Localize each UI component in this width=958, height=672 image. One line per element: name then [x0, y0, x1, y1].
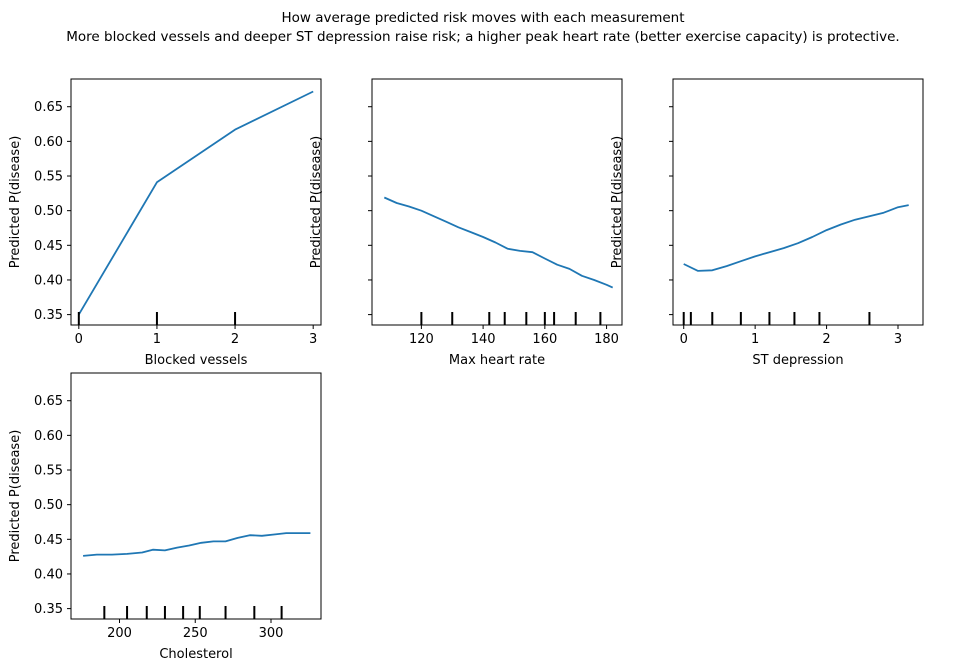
y-tick-label-blocked-vessels: 0.65 [34, 100, 63, 115]
series-line-max-heart-rate [383, 196, 614, 289]
x-axis-label-blocked-vessels: Blocked vessels [145, 353, 248, 368]
x-tick-label-blocked-vessels: 2 [231, 332, 239, 347]
x-axis-label-st-depression: ST depression [752, 353, 843, 368]
series-line-st-depression [683, 204, 909, 272]
x-tick-label-max-heart-rate: 160 [532, 332, 557, 347]
y-axis-label-st-depression: Predicted P(disease) [610, 136, 625, 269]
series-line-blocked-vessels [78, 90, 314, 316]
panel-max-heart-rate: 120 140 160 180 Max heart rate Predicted P(di… [309, 78, 623, 368]
x-axis-label-cholesterol: Cholesterol [159, 647, 232, 662]
y-tick-label-blocked-vessels: 0.55 [34, 170, 63, 185]
y-tick-label-blocked-vessels: 0.40 [34, 273, 63, 288]
figure-subtitle: More blocked vessels and deeper ST depre… [66, 29, 899, 45]
y-tick-label-cholesterol: 0.35 [34, 602, 63, 617]
y-axis-label-max-heart-rate: Predicted P(disease) [309, 136, 324, 269]
x-tick-label-st-depression: 3 [894, 332, 902, 347]
y-tick-label-blocked-vessels: 0.50 [34, 204, 63, 219]
x-tick-label-max-heart-rate: 140 [471, 332, 496, 347]
y-tick-label-cholesterol: 0.40 [34, 567, 63, 582]
y-tick-label-cholesterol: 0.50 [34, 498, 63, 513]
x-tick-label-st-depression: 0 [680, 332, 688, 347]
figure-title: How average predicted risk moves with ea… [281, 10, 684, 26]
y-tick-label-cholesterol: 0.60 [34, 429, 63, 444]
axes-frame-st-depression [672, 78, 924, 326]
panel-blocked-vessels: 0 1 2 3 0.35 0.40 0.45 0.50 0.55 0.60 0.65 Blocked … [8, 78, 322, 368]
y-tick-label-blocked-vessels: 0.35 [34, 308, 63, 323]
panel-cholesterol: 200 250 300 0.35 0.40 0.45 0.50 0.55 0.60 0.65 Cho… [8, 372, 322, 662]
y-tick-label-blocked-vessels: 0.60 [34, 135, 63, 150]
x-tick-label-blocked-vessels: 0 [75, 332, 83, 347]
y-tick-label-cholesterol: 0.45 [34, 533, 63, 548]
series-line-cholesterol [83, 532, 311, 557]
x-tick-label-cholesterol: 200 [107, 626, 132, 641]
axes-frame-cholesterol [70, 372, 322, 620]
x-tick-label-cholesterol: 300 [259, 626, 284, 641]
x-tick-label-blocked-vessels: 3 [309, 332, 317, 347]
x-tick-label-max-heart-rate: 180 [594, 332, 619, 347]
x-tick-label-st-depression: 1 [751, 332, 759, 347]
y-tick-label-cholesterol: 0.55 [34, 464, 63, 479]
x-axis-label-max-heart-rate: Max heart rate [449, 353, 545, 368]
axes-frame-blocked-vessels [70, 78, 322, 326]
axes-frame-max-heart-rate [371, 78, 623, 326]
y-tick-label-blocked-vessels: 0.45 [34, 239, 63, 254]
y-tick-label-cholesterol: 0.65 [34, 394, 63, 409]
x-tick-label-st-depression: 2 [822, 332, 830, 347]
panel-st-depression: 0 1 2 3 ST depression Predicted P(disease) [610, 78, 924, 368]
x-tick-label-max-heart-rate: 120 [409, 332, 434, 347]
x-tick-label-cholesterol: 250 [183, 626, 208, 641]
y-axis-label-cholesterol: Predicted P(disease) [8, 430, 23, 563]
x-tick-label-blocked-vessels: 1 [153, 332, 161, 347]
y-axis-label-blocked-vessels: Predicted P(disease) [8, 136, 23, 269]
